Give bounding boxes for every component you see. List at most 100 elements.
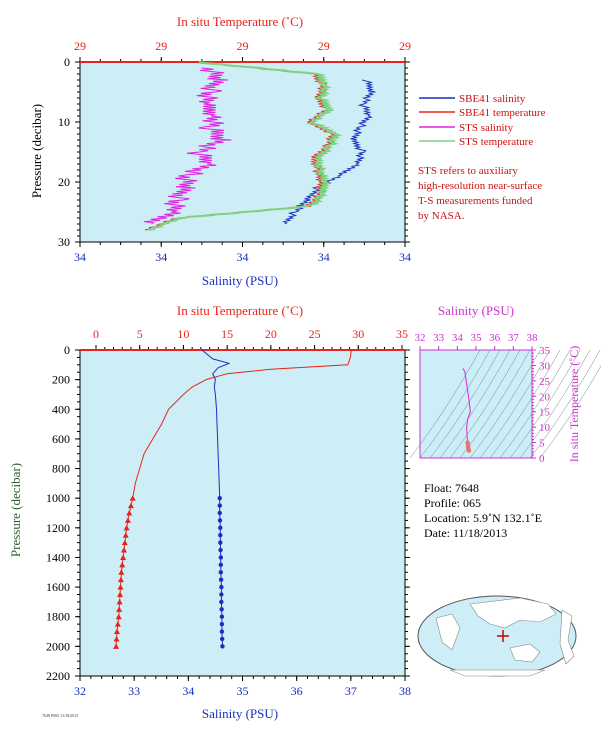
top-temp-tick-label: 29 — [74, 39, 86, 53]
main-pressure-tick-label: 400 — [52, 402, 70, 416]
top-panel-temp-ticks: 29 29 29 29 29 — [74, 39, 411, 62]
salinity-marker — [218, 533, 223, 538]
temperature-marker — [123, 524, 130, 531]
temperature-marker — [122, 532, 129, 538]
salinity-marker — [218, 570, 224, 575]
ts-density-contour — [479, 349, 551, 459]
ts-salinity-tick-label: 36 — [489, 332, 501, 344]
temperature-marker — [113, 628, 120, 635]
salinity-marker — [220, 644, 225, 649]
top-panel-pressure-ticks: 0 10 20 30 — [58, 55, 410, 249]
main-salinity-tick-label: 37 — [345, 684, 357, 698]
ts-temp-tick-label: 10 — [539, 422, 551, 434]
main-pressure-tick-label: 1000 — [46, 491, 70, 505]
ts-panel-temp-ticks: 0 5 10 15 20 25 30 35 — [532, 345, 551, 465]
main-temp-tick-label: 25 — [309, 327, 321, 341]
temperature-marker — [126, 510, 133, 516]
top-legend: SBE41 salinity SBE41 temperature STS sal… — [418, 93, 546, 222]
map-americas — [559, 609, 575, 665]
ts-density-contour — [409, 349, 481, 459]
ts-density-contour — [519, 349, 591, 459]
ts-temp-tick-label: 15 — [539, 407, 551, 419]
main-pressure-tick-label: 2000 — [46, 639, 70, 653]
main-pressure-tick-label: 800 — [52, 462, 70, 476]
main-salinity-tick-label: 38 — [399, 684, 411, 698]
temperature-marker — [117, 576, 124, 583]
top-pressure-tick-label: 30 — [58, 235, 70, 249]
main-pressure-tick-label: 1400 — [46, 550, 70, 564]
temperature-marker — [120, 554, 127, 560]
legend-item-sbe41-temperature: SBE41 temperature — [419, 107, 546, 119]
main-pressure-tick-label: 1600 — [46, 580, 70, 594]
top-sts-salinity-line — [143, 67, 232, 225]
salinity-marker — [218, 547, 223, 553]
ts-salinity-tick-label: 32 — [415, 332, 426, 344]
ts-salinity-tick-label: 37 — [508, 332, 520, 344]
main-pressure-tick-label: 1200 — [46, 521, 70, 535]
map-australia — [509, 643, 541, 663]
world-map — [417, 595, 577, 677]
top-panel-temp-label: In situ Temperature (˚C) — [177, 14, 303, 29]
ts-temp-tick-label: 5 — [539, 438, 545, 450]
ts-panel-salinity-ticks: 32 33 34 35 36 37 38 — [415, 332, 539, 350]
top-panel-ylabel: Pressure (decibar) — [29, 104, 44, 198]
ts-temp-tick-label: 20 — [539, 391, 551, 403]
temperature-marker — [117, 584, 124, 590]
ts-panel-temp-label: In situ Temperature (˚C) — [567, 346, 581, 463]
salinity-marker — [218, 525, 223, 531]
top-sbe41-salinity-line — [282, 79, 376, 225]
temperature-marker — [113, 643, 120, 649]
salinity-marker — [219, 621, 225, 627]
main-panel-ylabel: Pressure (decibar) — [8, 463, 23, 557]
main-plot-area — [79, 349, 406, 677]
top-temp-tick-label: 29 — [399, 39, 411, 53]
float-id: Float: 7648 — [424, 481, 479, 495]
main-temp-tick-label: 35 — [396, 327, 408, 341]
temperature-marker — [115, 613, 122, 620]
sts-note-line-4: by NASA. — [418, 210, 465, 222]
temperature-marker — [113, 635, 120, 642]
top-salinity-tick-label: 34 — [155, 250, 167, 264]
temperature-marker — [120, 547, 127, 553]
temperature-marker — [114, 621, 121, 627]
profile-number: Profile: 065 — [424, 496, 481, 510]
map-africa — [435, 613, 461, 651]
main-panel-salinity-label: Salinity (PSU) — [202, 706, 278, 721]
main-pressure-tick-label: 200 — [52, 373, 70, 387]
legend-label-sbe41-salinity: SBE41 salinity — [459, 93, 526, 105]
ts-density-contour — [449, 349, 521, 459]
temperature-marker — [129, 495, 136, 501]
location: Location: 5.9˚N 132.1˚E — [424, 511, 542, 525]
temperature-marker — [121, 539, 128, 546]
main-pressure-tick-label: 600 — [52, 432, 70, 446]
ts-temp-tick-label: 35 — [539, 345, 551, 357]
top-plot-area — [79, 61, 406, 243]
top-panel-salinity-label: Salinity (PSU) — [202, 273, 278, 288]
ts-panel-curve — [462, 368, 472, 453]
salinity-marker — [219, 614, 225, 619]
top-salinity-tick-label: 34 — [318, 250, 330, 264]
salinity-marker — [219, 584, 224, 590]
main-pressure-tick-label: 0 — [64, 343, 70, 357]
legend-item-sbe41-salinity: SBE41 salinity — [419, 93, 526, 105]
main-salinity-tick-label: 32 — [74, 684, 86, 698]
main-temp-tick-label: 15 — [221, 327, 233, 341]
salinity-marker — [218, 540, 223, 545]
main-panel-temp-ticks: 0 5 10 15 20 25 30 35 — [93, 327, 408, 350]
salinity-marker — [218, 562, 224, 568]
ts-salinity-tick-label: 38 — [527, 332, 539, 344]
top-temp-tick-label: 29 — [237, 39, 249, 53]
legend-label-sbe41-temperature: SBE41 temperature — [459, 107, 546, 119]
main-panel-pressure-ticks: 0 200 400 600 800 1000 1200 1400 1600 1800 2000 220… — [46, 343, 410, 683]
ts-density-contour — [489, 349, 561, 459]
top-pressure-tick-label: 10 — [58, 115, 70, 129]
salinity-marker — [219, 599, 224, 605]
ts-density-contour — [419, 349, 491, 459]
top-sts-temperature-line — [148, 61, 343, 231]
ts-salinity-tick-label: 33 — [433, 332, 445, 344]
top-salinity-tick-label: 34 — [237, 250, 249, 264]
ts-density-contour — [509, 349, 581, 459]
ts-temp-tick-label: 0 — [539, 453, 545, 465]
temperature-marker — [127, 502, 134, 509]
